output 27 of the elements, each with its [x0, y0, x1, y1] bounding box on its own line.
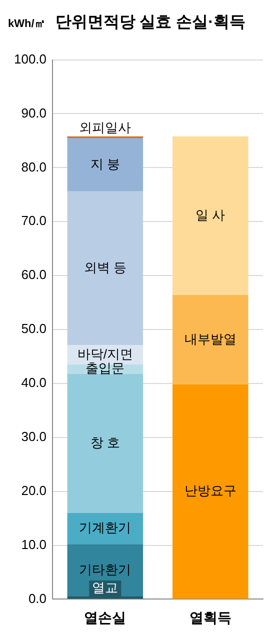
y-tick-label: 50.0 [21, 321, 47, 336]
series-label: 지 붕 [90, 156, 120, 172]
y-tick-label: 40.0 [21, 375, 47, 390]
y-tick-label: 100.0 [14, 51, 47, 66]
y-tick-label: 70.0 [21, 213, 47, 228]
x-tick-label: 열획득 [189, 609, 232, 626]
x-tick-label: 열손실 [84, 609, 126, 626]
y-tick-label: 60.0 [21, 267, 47, 282]
series-label: 창 호 [90, 434, 120, 450]
chart-title: 단위면적당 실효 손실·획득 [55, 13, 246, 33]
series-label: 외피일사 [79, 120, 132, 135]
y-tick-label: 30.0 [21, 428, 47, 444]
series-label: 외벽 등 [84, 260, 126, 275]
y-axis-title: kWh/㎡ [8, 17, 46, 31]
series-label: 열교 [92, 580, 118, 596]
y-tick-label: 20.0 [21, 482, 47, 498]
y-tick-label: 80.0 [21, 159, 47, 174]
series-label: 바닥/지면 [77, 346, 133, 362]
y-tick-label: 90.0 [21, 105, 47, 120]
series-label: 기계환기 [79, 520, 132, 536]
series-label: 난방요구 [184, 483, 236, 498]
y-tick-label: 0.0 [28, 590, 47, 606]
series-label: 일 사 [196, 207, 226, 222]
y-tick-label: 10.0 [21, 536, 47, 552]
series-label: 출입문 [86, 360, 125, 376]
series-label: 기타환기 [79, 562, 132, 577]
series-label: 내부발열 [184, 331, 236, 346]
